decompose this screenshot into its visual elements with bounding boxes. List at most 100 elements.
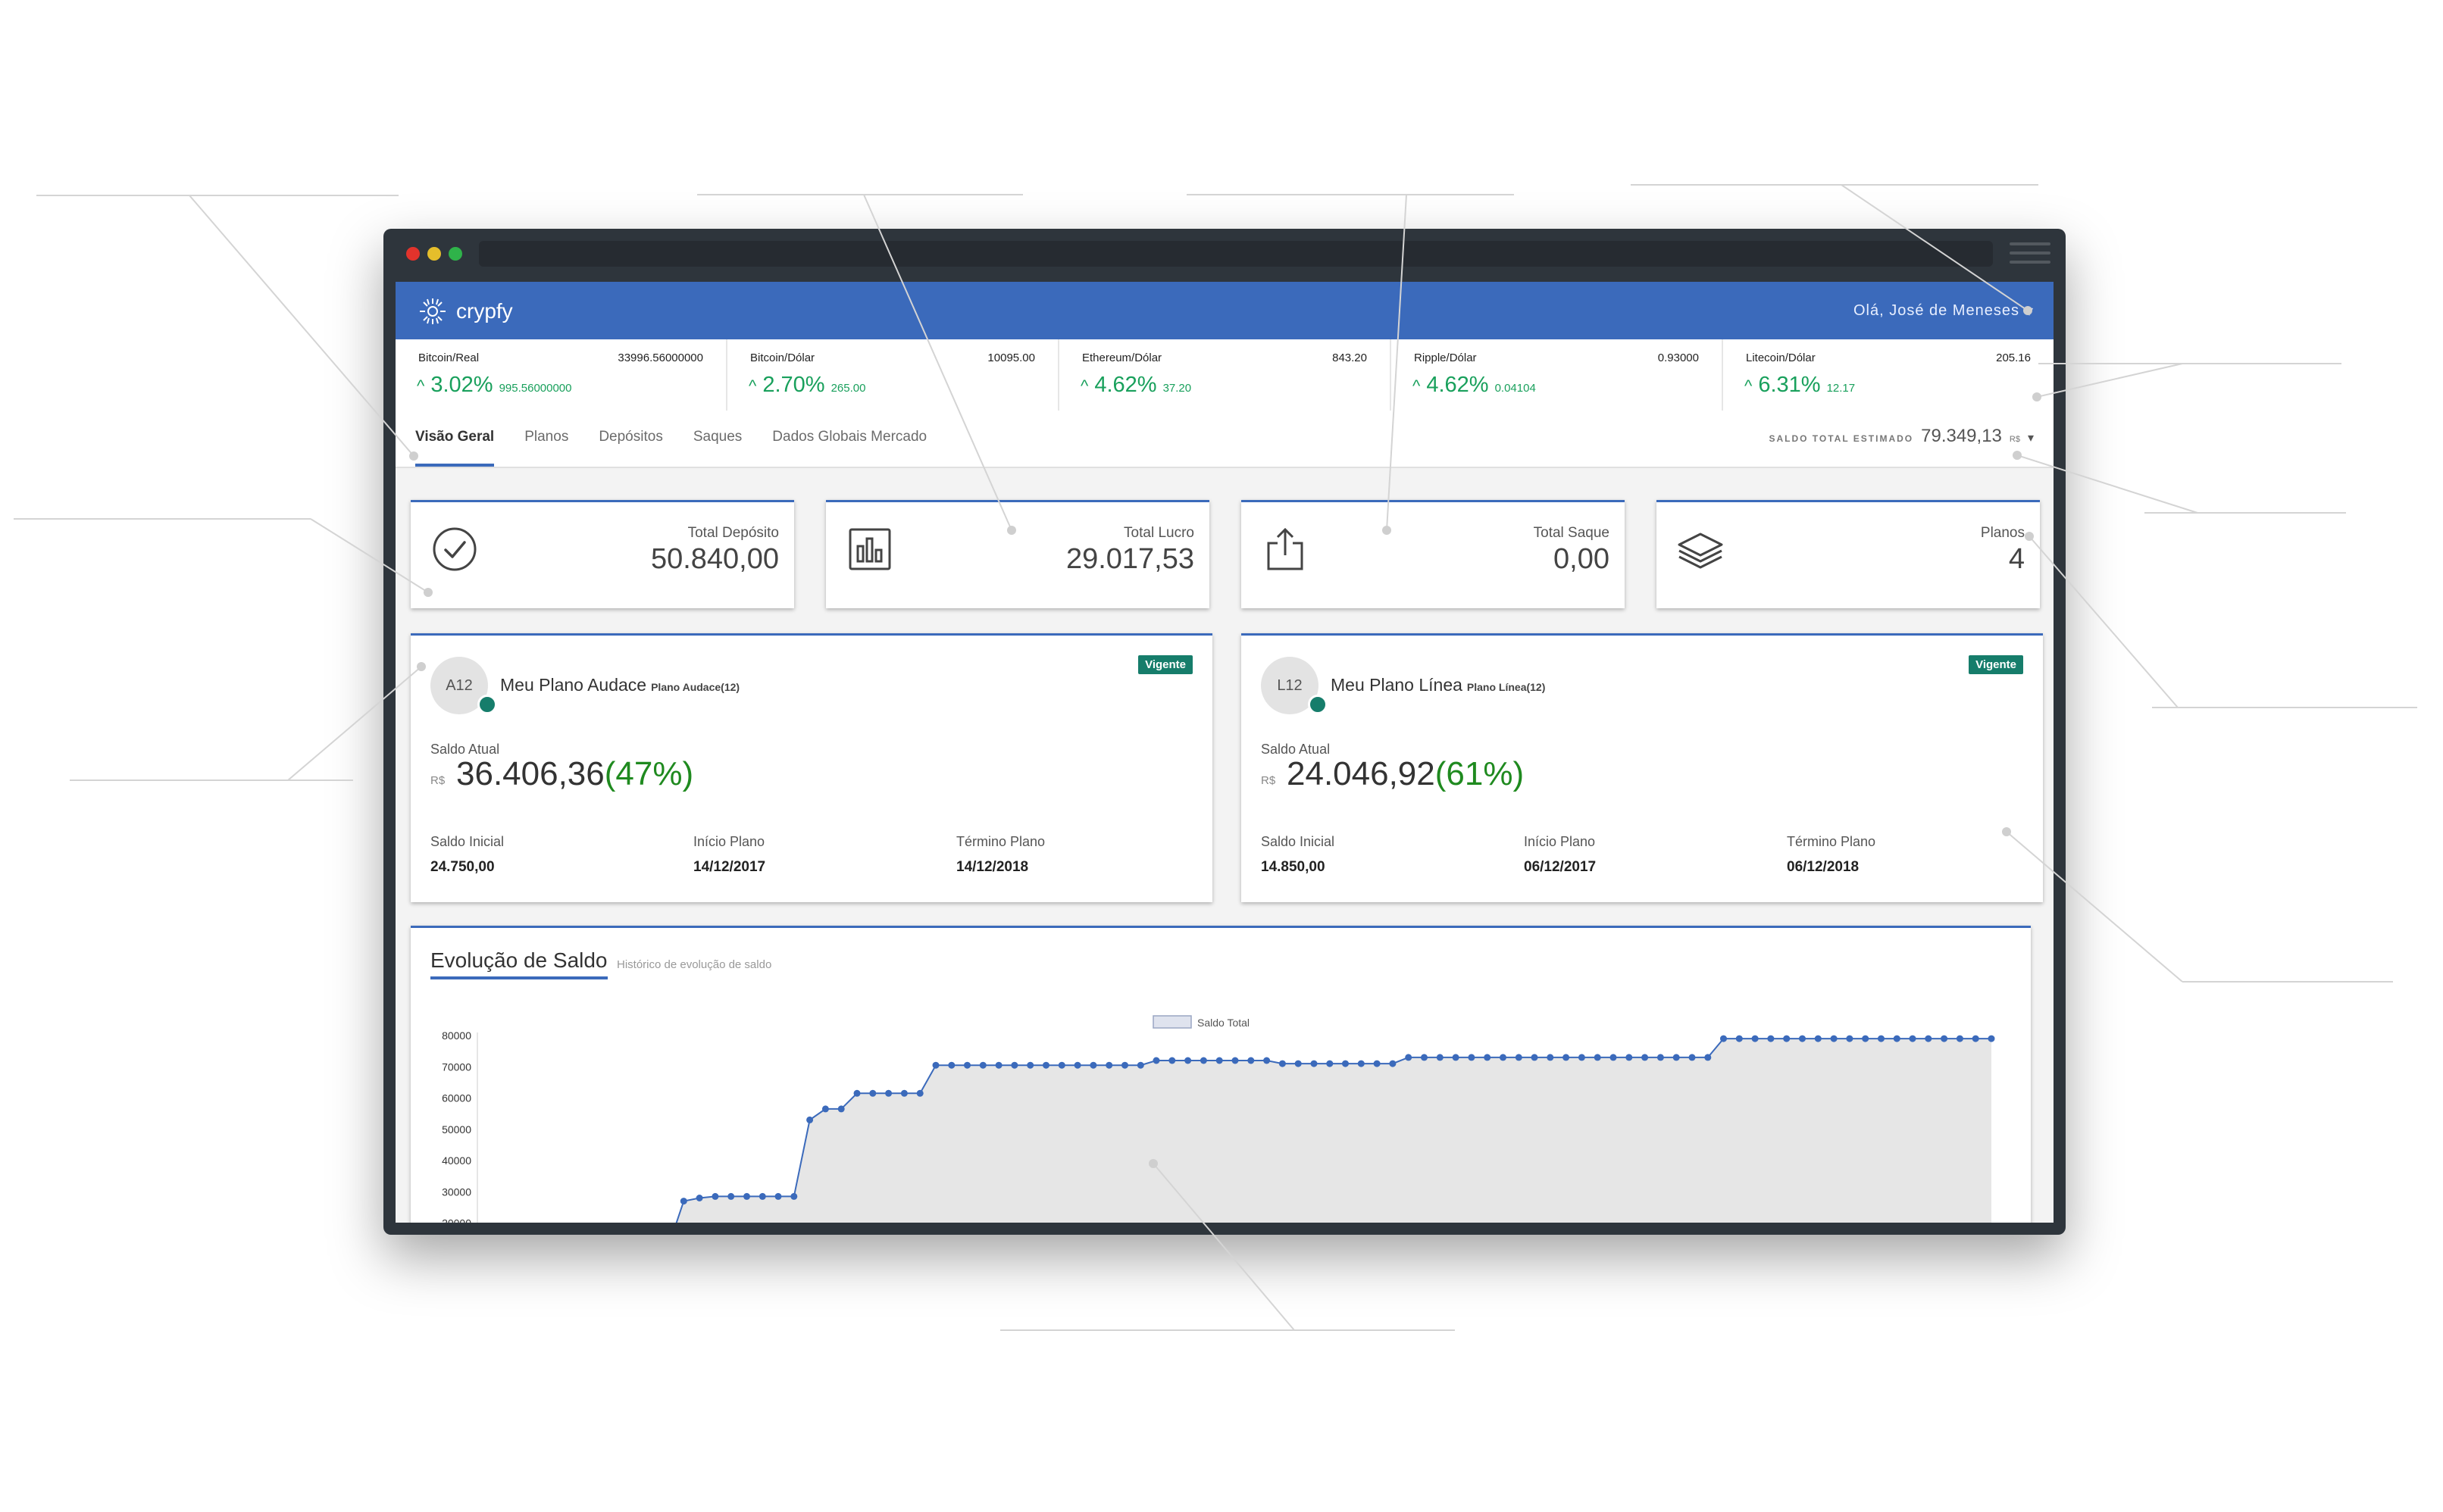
maximize-window-dot[interactable] bbox=[449, 247, 462, 261]
ticker-change: 37.20 bbox=[1162, 382, 1192, 395]
app-name: crypfy bbox=[456, 299, 513, 323]
data-point bbox=[1168, 1057, 1176, 1064]
series-area bbox=[676, 1039, 1991, 1223]
detail-label: Início Plano bbox=[693, 834, 765, 849]
data-point bbox=[1357, 1060, 1365, 1067]
estimated-balance[interactable]: SALDO TOTAL ESTIMADO 79.349,13 R$ ▾ bbox=[1769, 426, 2034, 447]
plan-card-linea[interactable]: L12 Meu Plano Línea Plano Línea(12) Vigen… bbox=[1241, 633, 2043, 902]
ticker-change: 0.04104 bbox=[1494, 382, 1536, 395]
app-logo[interactable]: crypfy bbox=[418, 297, 513, 326]
data-point bbox=[964, 1061, 971, 1069]
data-point bbox=[837, 1105, 845, 1113]
detail-value: 14/12/2018 bbox=[956, 859, 1029, 875]
stat-card-total-deposito: Total Depósito 50.840,00 bbox=[411, 500, 794, 608]
ticker-item: Ripple/Dólar 0.93000 ^ 4.62% 0.04104 bbox=[1391, 339, 1723, 411]
data-point bbox=[1656, 1054, 1664, 1061]
ticker-item: Ethereum/Dólar 843.20 ^ 4.62% 37.20 bbox=[1059, 339, 1391, 411]
status-dot-icon bbox=[1308, 695, 1328, 714]
detail-value: 24.750,00 bbox=[430, 859, 495, 875]
minimize-window-dot[interactable] bbox=[427, 247, 441, 261]
data-point bbox=[1200, 1057, 1207, 1064]
data-point bbox=[1294, 1060, 1302, 1067]
user-menu[interactable]: Olá, José de Meneses ▾ bbox=[1853, 301, 2034, 320]
ticker-pair: Bitcoin/Real bbox=[418, 351, 480, 364]
data-point bbox=[1893, 1035, 1900, 1042]
plan-subtitle: Plano Línea(12) bbox=[1466, 681, 1546, 693]
data-point bbox=[1641, 1054, 1649, 1061]
data-point bbox=[1373, 1060, 1381, 1067]
tab-visao-geral[interactable]: Visão Geral bbox=[415, 411, 495, 467]
data-point bbox=[1751, 1035, 1759, 1042]
data-point bbox=[1421, 1054, 1428, 1061]
plan-detail: Saldo Inicial 24.750,00 bbox=[430, 834, 504, 876]
data-point bbox=[1027, 1061, 1034, 1069]
data-point bbox=[1484, 1054, 1491, 1061]
y-tick-label: 80000 bbox=[442, 1029, 471, 1042]
data-point bbox=[1783, 1035, 1791, 1042]
data-point bbox=[1389, 1060, 1397, 1067]
plan-title: Meu Plano Línea bbox=[1331, 675, 1462, 695]
detail-label: Término Plano bbox=[956, 834, 1046, 849]
legend-swatch bbox=[1153, 1015, 1192, 1029]
stat-value: 50.840,00 bbox=[650, 543, 779, 575]
saldo-amount: 36.406,36 bbox=[456, 755, 605, 792]
close-window-dot[interactable] bbox=[406, 247, 420, 261]
ticker-change: 265.00 bbox=[830, 382, 866, 395]
ticker-change: 12.17 bbox=[1826, 382, 1856, 395]
data-point bbox=[1247, 1057, 1255, 1064]
data-point bbox=[995, 1061, 1003, 1069]
detail-label: Saldo Inicial bbox=[1261, 834, 1335, 849]
stat-value: 0,00 bbox=[1553, 543, 1609, 575]
arrow-up-icon: ^ bbox=[1081, 376, 1089, 395]
data-point bbox=[743, 1192, 750, 1200]
app-screen: crypfy Olá, José de Meneses ▾ Bitcoin/Re… bbox=[396, 282, 2054, 1223]
tab-planos[interactable]: Planos bbox=[524, 429, 569, 445]
arrow-up-icon: ^ bbox=[1412, 376, 1421, 395]
check-circle-icon bbox=[433, 527, 477, 571]
estimated-balance-value: 79.349,13 bbox=[1921, 426, 2002, 446]
data-point bbox=[1215, 1057, 1223, 1064]
status-badge: Vigente bbox=[1138, 655, 1193, 674]
data-point bbox=[979, 1061, 987, 1069]
share-upload-icon bbox=[1267, 527, 1303, 570]
data-point bbox=[1625, 1054, 1633, 1061]
plan-card-audace[interactable]: A12 Meu Plano Audace Plano Audace(12) Vig… bbox=[411, 633, 1212, 902]
detail-label: Término Plano bbox=[1787, 834, 1876, 849]
data-point bbox=[1672, 1054, 1680, 1061]
data-point bbox=[1278, 1060, 1286, 1067]
data-point bbox=[1436, 1054, 1444, 1061]
data-point bbox=[1121, 1061, 1128, 1069]
plan-subtitle: Plano Audace(12) bbox=[651, 681, 740, 693]
data-point bbox=[680, 1198, 687, 1205]
address-bar[interactable] bbox=[479, 241, 1993, 267]
tab-saques[interactable]: Saques bbox=[693, 429, 743, 445]
currency-label: R$ bbox=[2009, 435, 2020, 444]
hamburger-menu-icon[interactable] bbox=[2010, 242, 2050, 270]
data-point bbox=[1500, 1054, 1506, 1061]
tab-dados-globais[interactable]: Dados Globais Mercado bbox=[772, 429, 927, 445]
data-point bbox=[1452, 1054, 1459, 1061]
legend-label: Saldo Total bbox=[1197, 1017, 1250, 1029]
data-point bbox=[1011, 1061, 1018, 1069]
data-point bbox=[806, 1116, 814, 1123]
arrow-up-icon: ^ bbox=[1744, 376, 1753, 395]
saldo-percent: (61%) bbox=[1434, 755, 1525, 792]
plan-detail: Início Plano 06/12/2017 bbox=[1524, 834, 1596, 876]
data-point bbox=[727, 1192, 735, 1200]
stat-label: Total Depósito bbox=[687, 525, 779, 541]
detail-value: 06/12/2017 bbox=[1524, 859, 1597, 875]
user-greeting: Olá, José de Meneses bbox=[1853, 302, 2019, 319]
chevron-down-icon: ▾ bbox=[2027, 432, 2034, 445]
ticker-price: 0.93000 bbox=[1657, 351, 1699, 364]
data-point bbox=[1043, 1061, 1049, 1069]
saldo-atual-label: Saldo Atual bbox=[1261, 742, 1331, 757]
data-point bbox=[1735, 1035, 1743, 1042]
ticker-item: Bitcoin/Real 33996.56000000 ^ 3.02% 995.56… bbox=[396, 339, 727, 411]
plan-detail: Início Plano 14/12/2017 bbox=[693, 834, 765, 876]
ticker-pair: Ripple/Dólar bbox=[1414, 351, 1477, 364]
stat-label: Total Saque bbox=[1533, 525, 1609, 541]
arrow-up-icon: ^ bbox=[749, 376, 757, 395]
tab-depositos[interactable]: Depósitos bbox=[599, 429, 663, 445]
ticker-price: 205.16 bbox=[1996, 351, 2031, 364]
ticker-pair: Litecoin/Dólar bbox=[1746, 351, 1816, 364]
